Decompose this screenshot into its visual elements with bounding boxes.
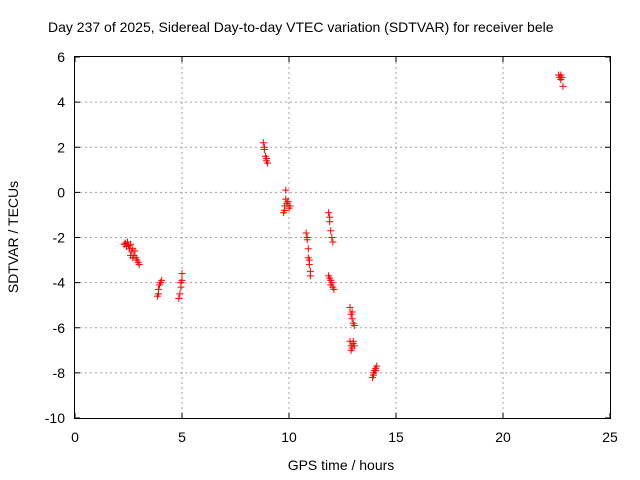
data-point (302, 229, 310, 237)
data-point (327, 227, 335, 235)
y-tick-label: 0 (57, 184, 65, 200)
x-axis: 0 5 10 15 20 25 (71, 57, 618, 445)
y-axis: -10 -8 -6 -4 -2 0 2 4 6 (45, 49, 610, 426)
data-point (330, 285, 338, 293)
data-point (328, 234, 336, 241)
data-point (327, 281, 335, 289)
data-point (284, 197, 292, 205)
y-tick-label: 2 (57, 139, 65, 155)
data-point (131, 247, 139, 255)
x-axis-label: GPS time / hours (288, 457, 395, 473)
data-point (303, 234, 311, 241)
data-point (175, 294, 183, 302)
data-point (176, 290, 184, 298)
data-point (177, 279, 185, 287)
x-tick-label: 25 (602, 429, 618, 445)
data-point (178, 270, 186, 278)
data-point (263, 155, 271, 163)
y-tick-label: 6 (57, 49, 65, 65)
x-tick-label: 20 (495, 429, 511, 445)
data-point (259, 139, 267, 147)
data-point (127, 240, 135, 248)
data-point (559, 82, 567, 90)
y-axis-label: SDTVAR / TECUs (5, 181, 21, 293)
x-tick-label: 0 (71, 429, 79, 445)
plot-frame (74, 56, 611, 419)
data-point (349, 337, 357, 345)
y-tick-label: -10 (45, 410, 65, 426)
data-point (372, 367, 380, 375)
data-point (129, 254, 137, 262)
data-point (370, 371, 378, 379)
chart-title: Day 237 of 2025, Sidereal Day-to-day VTE… (48, 19, 554, 35)
data-point (282, 186, 290, 194)
data-point (373, 362, 381, 370)
data-point (557, 71, 565, 79)
data-point (158, 276, 166, 284)
data-point (347, 346, 355, 354)
x-tick-label: 15 (388, 429, 404, 445)
data-point (135, 261, 143, 269)
data-point (304, 245, 312, 253)
data-point (350, 321, 358, 329)
y-tick-label: -4 (53, 275, 66, 291)
data-point (306, 272, 314, 280)
x-tick-label: 10 (281, 429, 297, 445)
data-point (329, 238, 337, 246)
data-point (260, 143, 268, 151)
data-point (281, 206, 289, 214)
data-point (264, 159, 272, 167)
y-tick-label: 4 (57, 94, 65, 110)
data-point (350, 342, 358, 350)
data-point (346, 303, 354, 311)
data-points (120, 71, 567, 381)
y-tick-label: -6 (53, 320, 66, 336)
y-tick-label: -2 (53, 230, 66, 246)
data-point (286, 202, 294, 210)
x-tick-label: 5 (178, 429, 186, 445)
data-point (348, 315, 356, 323)
y-tick-label: -8 (53, 365, 66, 381)
data-point (326, 213, 334, 221)
data-point (348, 308, 356, 316)
data-point (305, 256, 313, 264)
grid-lines (75, 57, 610, 418)
data-point (325, 209, 333, 217)
data-point (154, 290, 162, 298)
